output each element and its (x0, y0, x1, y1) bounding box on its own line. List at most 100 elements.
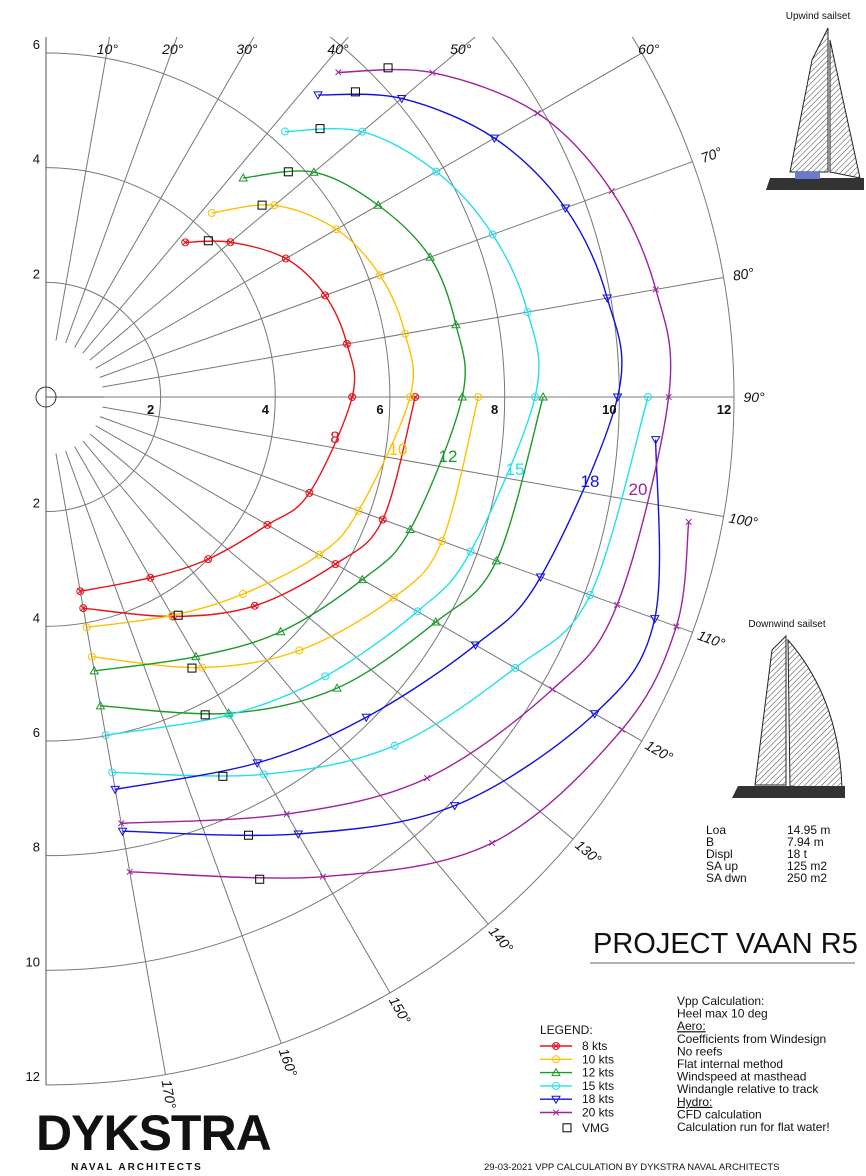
legend-title: LEGEND: (540, 1023, 593, 1037)
angle-label: 20° (161, 41, 184, 57)
polar-grid (36, 0, 734, 1085)
series-line (106, 129, 648, 776)
marker (609, 188, 615, 194)
curve-label: 10 (389, 440, 408, 459)
downwind-boat: Downwind sailset (732, 619, 845, 798)
angle-label: 100° (728, 510, 760, 531)
page: 222444666881010121210°20°30°40°50°60°70°… (0, 0, 866, 1176)
marker (550, 687, 556, 693)
angle-label: 10° (97, 41, 119, 57)
curve-label: 15 (506, 460, 525, 479)
angle-label: 90° (743, 389, 765, 405)
caption: Upwind sailset (786, 11, 851, 22)
angle-label: 50° (450, 41, 472, 57)
note: Calculation run for flat water! (677, 1120, 830, 1134)
series-line (121, 70, 689, 878)
y-tick-label: 4 (33, 152, 40, 167)
radial-line (56, 453, 166, 1074)
spec-name: SA dwn (706, 871, 747, 885)
marker (282, 255, 289, 262)
x-tick-label: 2 (147, 402, 154, 417)
marker (619, 727, 625, 733)
spec-value: 250 m2 (787, 871, 827, 885)
radial-line (83, 441, 488, 924)
y-tick-label: 8 (33, 840, 40, 855)
curve-label: 8 (330, 428, 339, 447)
marker (306, 489, 313, 496)
angle-label: 40° (327, 41, 349, 57)
x-tick-label: 8 (491, 402, 498, 417)
radial-line (102, 407, 723, 517)
y-tick-label: 4 (33, 610, 40, 625)
angle-label: 120° (643, 737, 676, 766)
legend-label: 10 kts (582, 1052, 614, 1066)
angle-label: 70° (699, 144, 725, 166)
series-line (87, 205, 479, 668)
curve-label: 20 (629, 480, 648, 499)
angle-label: 110° (696, 627, 728, 652)
series-line (94, 171, 543, 714)
radial-line (75, 447, 390, 993)
marker (489, 840, 495, 846)
legend-label: 18 kts (582, 1092, 614, 1106)
series-line (80, 241, 415, 616)
hull (732, 786, 845, 798)
x-tick-label: 6 (376, 402, 383, 417)
mainsail (790, 28, 828, 172)
legend-label: 15 kts (582, 1079, 614, 1093)
series-line (115, 94, 659, 835)
specs: Loa14.95 mB7.94 mDispl18 tSA up125 m2SA … (706, 823, 830, 885)
y-tick-label: 2 (33, 266, 40, 281)
radial-line (96, 53, 642, 368)
marker (379, 516, 386, 523)
upwind-boat: Upwind sailset (766, 11, 864, 190)
angle-label: 30° (236, 41, 258, 57)
y-tick-label: 10 (26, 954, 40, 969)
angle-label: 80° (731, 264, 755, 284)
x-tick-label: 10 (602, 402, 616, 417)
angle-label: 160° (276, 1046, 301, 1079)
caption: Downwind sailset (748, 619, 825, 630)
footer: 29-03-2021 VPP CALCULATION BY DYKSTRA NA… (484, 1162, 780, 1173)
boom (795, 172, 820, 179)
ring (46, 0, 734, 1085)
legend: LEGEND: 8 kts10 kts12 kts15 kts18 kts20 k… (540, 1023, 614, 1135)
jib (830, 40, 860, 178)
angle-label: 140° (486, 923, 517, 956)
legend-label: 8 kts (582, 1039, 607, 1053)
project-title: PROJECT VAAN R5 (593, 928, 858, 960)
marker (201, 711, 209, 719)
marker (424, 775, 430, 781)
mainsail (755, 636, 786, 785)
logo-sub: NAVAL ARCHITECTS (71, 1162, 203, 1173)
legend-label: 20 kts (582, 1106, 614, 1120)
hull (766, 178, 864, 190)
angle-label: 130° (572, 837, 605, 868)
marker (251, 602, 258, 609)
marker (256, 875, 264, 883)
radial-line (66, 451, 282, 1044)
y-tick-label: 2 (33, 496, 40, 511)
marker (535, 110, 541, 116)
radial-line (100, 162, 693, 378)
marker (322, 292, 329, 299)
legend-label: 12 kts (582, 1066, 614, 1080)
x-tick-label: 4 (262, 402, 270, 417)
y-tick-label: 6 (33, 725, 40, 740)
marker (563, 1124, 571, 1132)
notes: Vpp Calculation:Heel max 10 degAero:Coef… (677, 994, 830, 1134)
x-tick-label: 12 (717, 402, 731, 417)
marker (332, 561, 339, 568)
ring (46, 0, 505, 856)
angle-label: 150° (386, 994, 415, 1027)
logo: DYKSTRA (36, 1105, 271, 1161)
marker (264, 521, 271, 528)
ring (46, 0, 619, 970)
gennaker (788, 640, 842, 790)
marker (384, 64, 392, 72)
marker (614, 602, 620, 608)
curve-label: 12 (439, 447, 458, 466)
legend-label: VMG (582, 1121, 609, 1135)
y-tick-label: 12 (26, 1069, 40, 1084)
y-tick-label: 6 (33, 37, 40, 52)
